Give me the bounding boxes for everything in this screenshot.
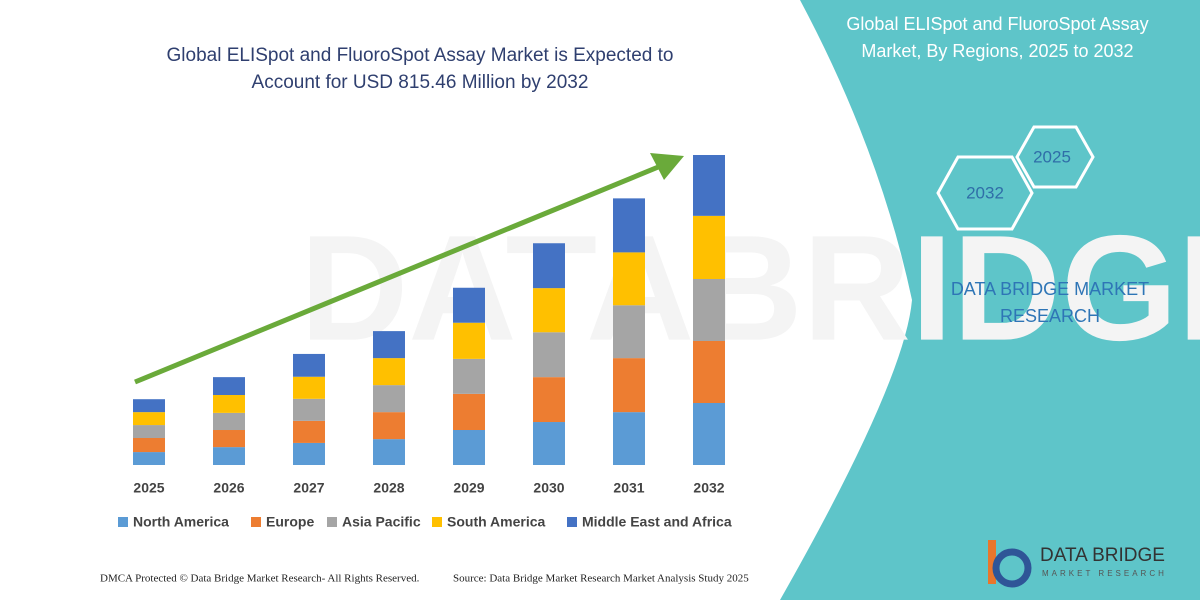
x-tick-label: 2025	[133, 480, 164, 496]
bar-segment	[613, 198, 645, 253]
hex-label: 2032	[966, 183, 1004, 202]
bar-segment	[293, 353, 325, 377]
bar-segment	[693, 341, 725, 403]
bar-segment	[453, 358, 485, 394]
bar-segment	[213, 412, 245, 431]
bar-segment	[373, 358, 405, 386]
bar-segment	[453, 430, 485, 465]
bar-segment	[613, 305, 645, 359]
chart-title: Global ELISpot and FluoroSpot Assay Mark…	[166, 45, 674, 93]
bar-segment	[213, 447, 245, 465]
bar-segment	[213, 430, 245, 448]
bar-segment	[453, 393, 485, 431]
side-title: Global ELISpot and FluoroSpot Assay Mark…	[846, 14, 1149, 61]
legend-swatch	[432, 517, 442, 527]
x-tick-label: 2027	[293, 480, 324, 496]
x-tick-label: 2030	[533, 480, 564, 496]
legend-label: North America	[133, 514, 229, 530]
logo-name: DATA BRIDGE	[1040, 545, 1165, 566]
bar-segment	[533, 243, 565, 289]
side-background	[780, 0, 1200, 600]
bar-segment	[533, 422, 565, 465]
bar-segment	[613, 252, 645, 306]
footer-right: Source: Data Bridge Market Research Mark…	[453, 573, 749, 585]
bar-segment	[693, 279, 725, 341]
x-tick-label: 2031	[613, 480, 644, 496]
trend-arrow-head	[650, 153, 684, 180]
bar-segment	[693, 403, 725, 465]
logo-icon	[988, 540, 1032, 588]
bar-segment	[293, 442, 325, 465]
bar-segment	[373, 385, 405, 413]
legend-swatch	[251, 517, 261, 527]
x-tick-label: 2028	[373, 480, 404, 496]
bar-segment	[133, 399, 165, 413]
logo-ring	[992, 548, 1032, 588]
legend-swatch	[118, 517, 128, 527]
bar-segment	[693, 155, 725, 216]
bar-segment	[133, 412, 165, 426]
bar-segment	[613, 358, 645, 413]
bar-segment	[293, 398, 325, 421]
bar-segment	[533, 377, 565, 423]
legend-label: Middle East and Africa	[582, 514, 732, 530]
x-tick-label: 2032	[693, 480, 724, 496]
legend-label: Asia Pacific	[342, 514, 421, 530]
brand: DATA BRIDGE MARKET RESEARCH	[950, 279, 1150, 326]
hex-label: 2025	[1033, 147, 1071, 166]
bar-segment	[373, 412, 405, 440]
trend-arrow	[134, 160, 669, 385]
legend-swatch	[327, 517, 337, 527]
bar-segment	[453, 287, 485, 323]
bar-segment	[133, 452, 165, 465]
bar-segment	[693, 215, 725, 279]
bar-segment	[613, 412, 645, 465]
bar-segment	[373, 439, 405, 465]
legend-label: South America	[447, 514, 545, 530]
legend-label: Europe	[266, 514, 314, 530]
x-tick-label: 2029	[453, 480, 484, 496]
legend-swatch	[567, 517, 577, 527]
logo-bar	[988, 540, 996, 584]
bar-segment	[133, 437, 165, 453]
bar-segment	[533, 288, 565, 333]
bar-segment	[453, 322, 485, 359]
bar-segment	[373, 331, 405, 359]
x-tick-label: 2026	[213, 480, 244, 496]
bar-segment	[133, 425, 165, 438]
footer-left: DMCA Protected © Data Bridge Market Rese…	[100, 573, 420, 585]
hexagon	[936, 155, 1034, 231]
bar-segment	[533, 332, 565, 378]
bar-segment	[213, 395, 245, 413]
bar-segment	[293, 420, 325, 443]
bar-segment	[213, 377, 245, 396]
watermark: DATABRIDGE	[300, 204, 1200, 372]
logo-tagline: MARKET RESEARCH	[1042, 569, 1167, 578]
bar-segment	[293, 376, 325, 399]
hexagon	[1015, 125, 1095, 189]
